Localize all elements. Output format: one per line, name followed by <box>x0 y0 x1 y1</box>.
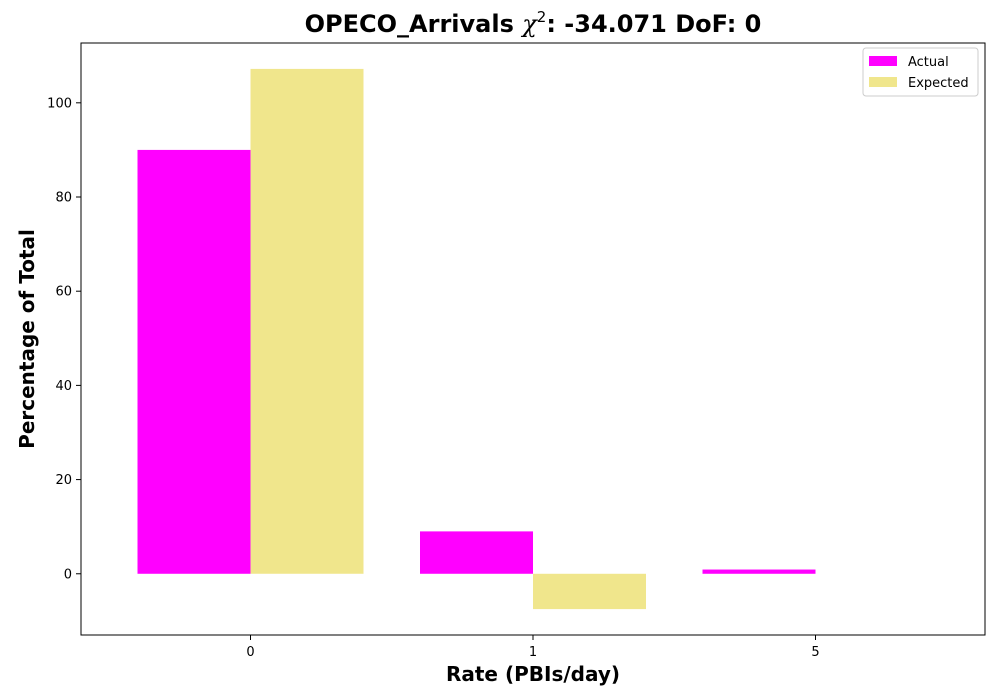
x-axis-label: Rate (PBIs/day) <box>446 662 620 686</box>
bar-actual-0 <box>137 149 251 574</box>
y-axis: 0 20 40 60 80 100 <box>47 96 81 582</box>
legend-label-actual: Actual <box>908 55 949 70</box>
y-tick-label: 20 <box>55 473 72 488</box>
x-tick-label: 5 <box>811 645 819 660</box>
y-tick-label: 80 <box>55 191 72 206</box>
legend-label-expected: Expected <box>908 76 969 91</box>
title-superscript: 2 <box>537 8 547 26</box>
x-tick-label: 0 <box>246 645 254 660</box>
legend-swatch-actual <box>869 56 897 66</box>
y-tick-label: 60 <box>55 285 72 300</box>
x-tick-label: 1 <box>529 645 537 660</box>
y-tick-label: 0 <box>64 567 72 582</box>
legend: Actual Expected <box>862 47 979 97</box>
y-tick-label: 100 <box>47 96 72 111</box>
bar-expected-0 <box>250 68 364 574</box>
bar-actual-1 <box>420 531 533 574</box>
chart-title: OPECO_Arrivals χ2: -34.071 DoF: 0 <box>305 8 762 38</box>
bars-layer <box>137 68 816 610</box>
y-tick-label: 40 <box>55 379 72 394</box>
bar-expected-1 <box>533 573 646 610</box>
y-axis-label: Percentage of Total <box>15 229 39 449</box>
legend-swatch-expected <box>869 77 897 87</box>
title-suffix: : -34.071 DoF: 0 <box>546 10 761 38</box>
x-axis: 0 1 5 <box>246 635 820 660</box>
title-prefix: OPECO_Arrivals <box>305 10 523 38</box>
bar-actual-5 <box>702 569 816 574</box>
title-chi: χ <box>520 10 538 38</box>
